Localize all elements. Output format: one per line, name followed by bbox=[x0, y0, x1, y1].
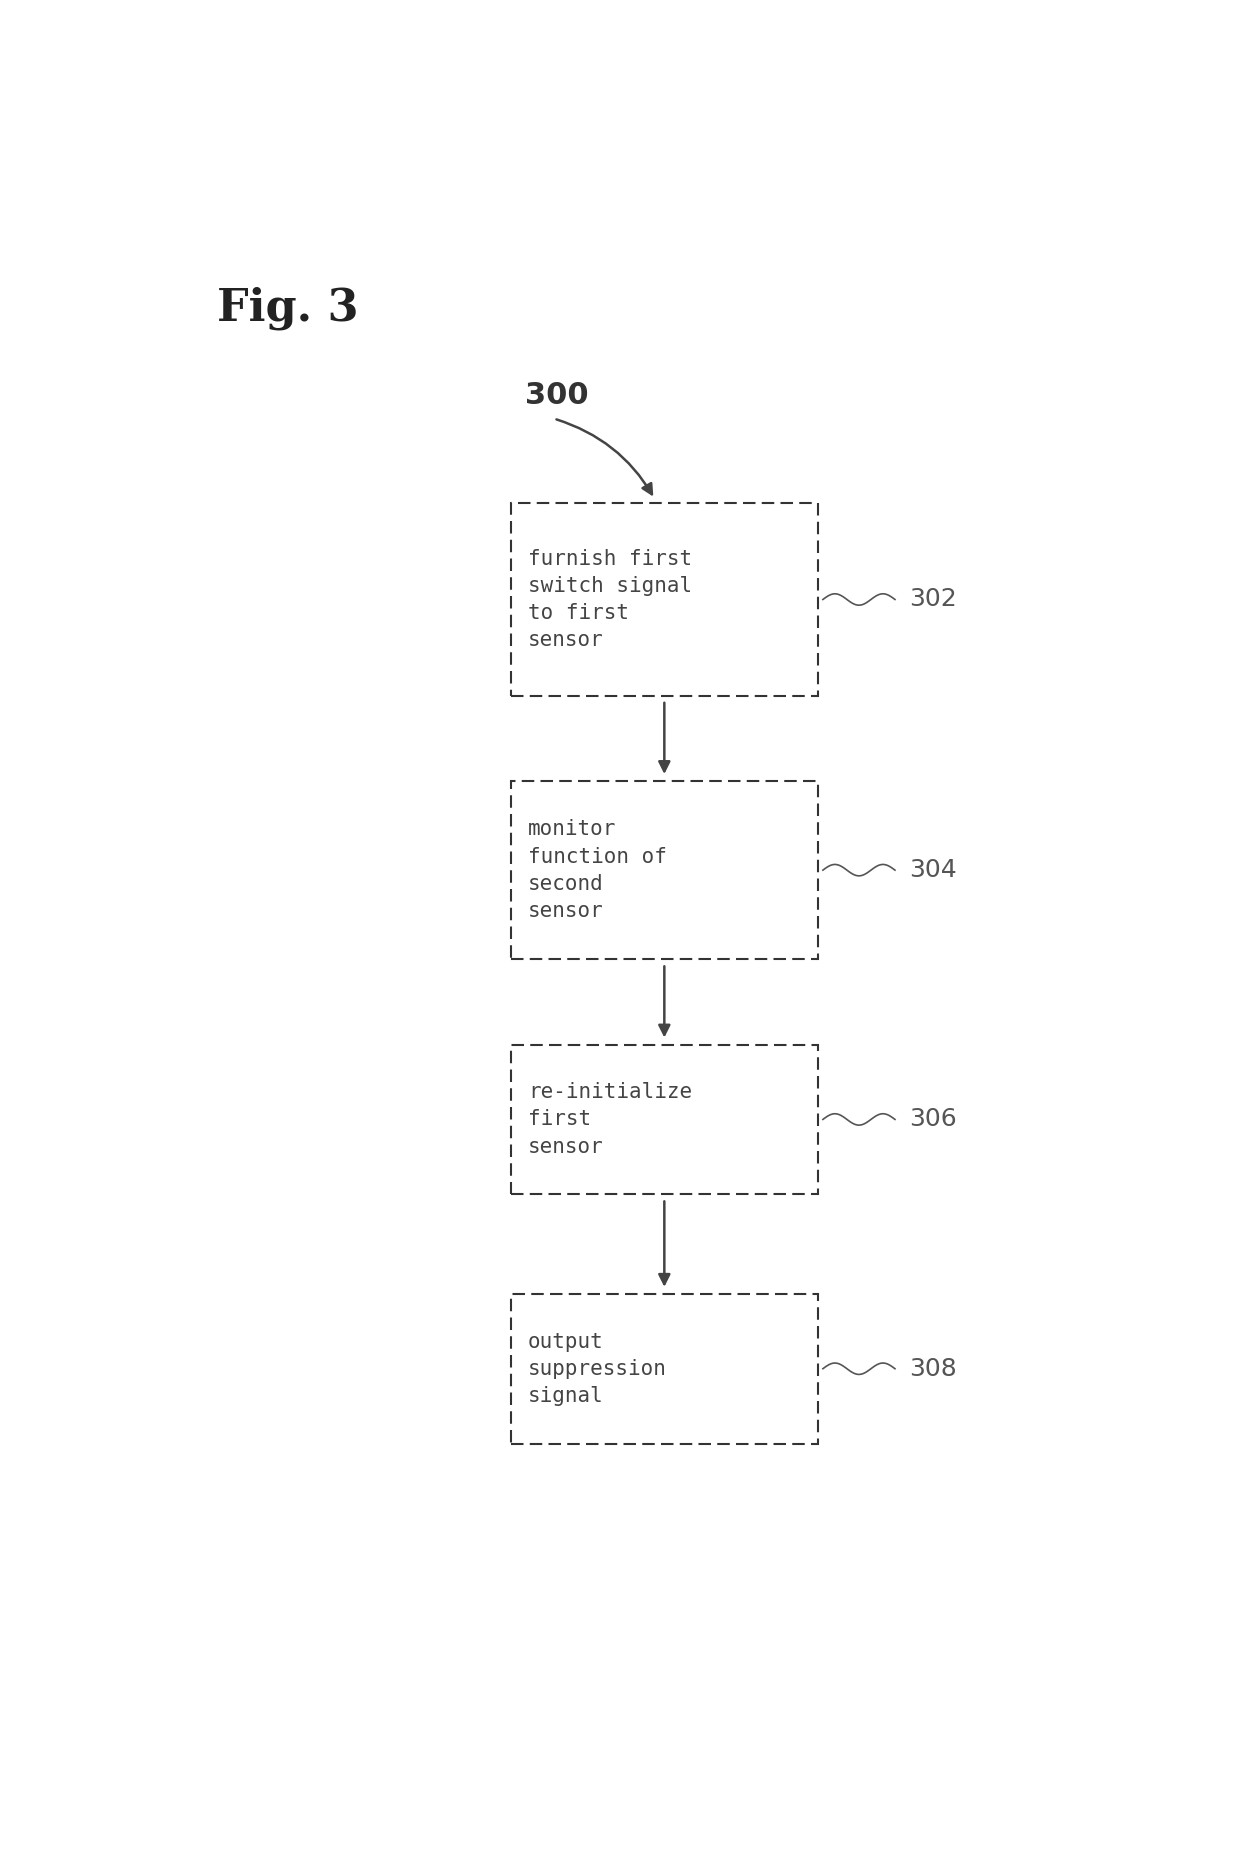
Text: 306: 306 bbox=[909, 1108, 957, 1132]
Text: 308: 308 bbox=[909, 1356, 957, 1380]
Bar bbox=[511, 1045, 818, 1195]
Text: 304: 304 bbox=[909, 858, 957, 882]
Text: furnish first
switch signal
to first
sensor: furnish first switch signal to first sen… bbox=[528, 549, 692, 651]
Bar bbox=[511, 781, 818, 958]
Bar bbox=[511, 1293, 818, 1443]
Text: output
suppression
signal: output suppression signal bbox=[528, 1332, 667, 1406]
Text: Fig. 3: Fig. 3 bbox=[217, 287, 360, 329]
Text: 300: 300 bbox=[525, 381, 589, 411]
Bar bbox=[511, 503, 818, 696]
Text: re-initialize
first
sensor: re-initialize first sensor bbox=[528, 1082, 692, 1156]
Text: monitor
function of
second
sensor: monitor function of second sensor bbox=[528, 820, 667, 921]
Text: 302: 302 bbox=[909, 588, 957, 612]
